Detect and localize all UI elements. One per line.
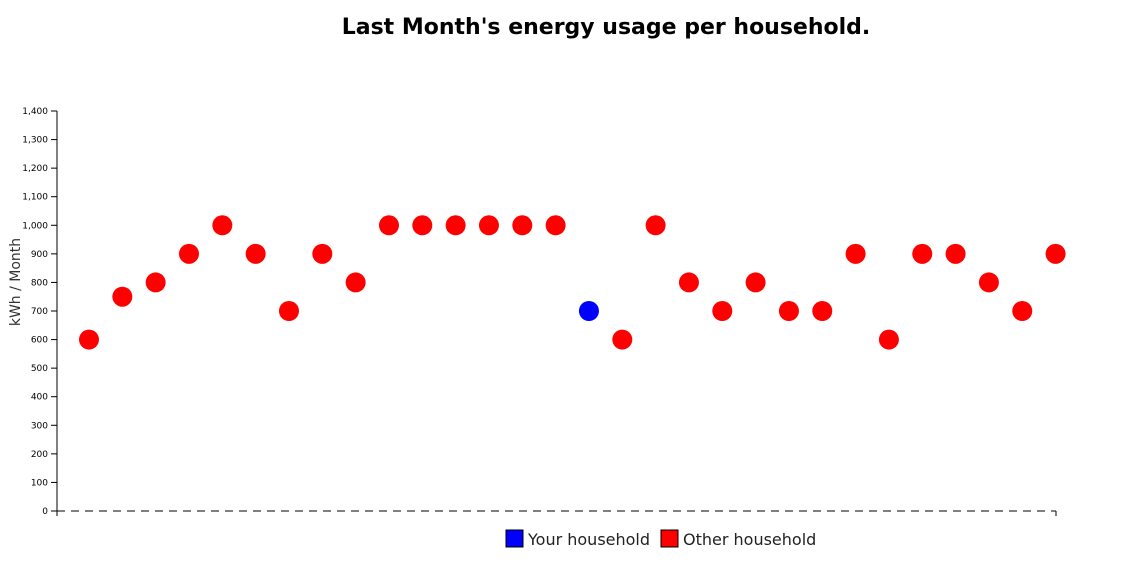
- y-axis: 0 100 200 300 400 500 600 700 800 900 1,000 1,100 1,…: [22, 107, 58, 517]
- data-point-other-household: [812, 301, 833, 321]
- data-point-other-household: [612, 329, 633, 350]
- data-point-other-household: [845, 243, 866, 264]
- chart-title: Last Month's energy usage per household.: [342, 15, 871, 40]
- data-point-other-household: [245, 243, 266, 264]
- legend-label: Other household: [683, 530, 816, 549]
- y-tick-label: 700: [31, 307, 48, 317]
- data-points: [79, 215, 1066, 350]
- data-point-other-household: [445, 215, 466, 236]
- y-tick-label: 1,000: [22, 221, 48, 231]
- y-tick-label: 400: [31, 393, 48, 403]
- data-point-other-household: [712, 301, 733, 321]
- data-point-other-household: [512, 215, 533, 236]
- data-point-other-household: [412, 215, 433, 236]
- legend-label: Your household: [527, 530, 650, 549]
- data-point-other-household: [745, 272, 766, 293]
- y-tick-label: 100: [31, 478, 48, 488]
- y-tick-label: 1,100: [22, 193, 48, 203]
- data-point-other-household: [645, 215, 666, 236]
- data-point-other-household: [478, 215, 499, 236]
- data-point-other-household: [678, 272, 699, 293]
- data-point-other-household: [345, 272, 366, 293]
- data-point-other-household: [1045, 243, 1066, 264]
- data-point-other-household: [212, 215, 233, 236]
- x-axis: [56, 510, 1057, 516]
- data-point-other-household: [1012, 301, 1033, 321]
- data-point-other-household: [79, 329, 99, 350]
- data-point-other-household: [978, 272, 999, 293]
- y-tick-label: 300: [31, 421, 48, 431]
- y-tick-label: 500: [31, 364, 48, 374]
- y-tick-label: 1,400: [22, 107, 48, 117]
- y-axis-label: kWh / Month: [8, 238, 24, 326]
- data-point-other-household: [778, 301, 799, 321]
- data-point-your-household: [578, 301, 599, 321]
- data-point-other-household: [945, 243, 966, 264]
- y-tick-label: 0: [42, 507, 48, 517]
- legend: Your household Other household: [505, 529, 816, 549]
- data-point-other-household: [312, 243, 333, 264]
- data-point-other-household: [278, 301, 299, 321]
- data-point-other-household: [912, 243, 933, 264]
- data-point-other-household: [112, 286, 133, 307]
- y-tick-label: 1,200: [22, 164, 48, 174]
- data-point-other-household: [145, 272, 166, 293]
- legend-swatch: [505, 529, 524, 548]
- y-tick-label: 800: [31, 278, 48, 288]
- y-tick-label: 200: [31, 450, 48, 460]
- data-point-other-household: [878, 329, 899, 350]
- data-point-other-household: [545, 215, 566, 236]
- data-point-other-household: [178, 243, 199, 264]
- legend-swatch: [660, 529, 679, 548]
- data-point-other-household: [378, 215, 399, 236]
- y-tick-label: 1,300: [22, 136, 48, 146]
- y-tick-label: 600: [31, 336, 48, 346]
- y-tick-label: 900: [31, 250, 48, 260]
